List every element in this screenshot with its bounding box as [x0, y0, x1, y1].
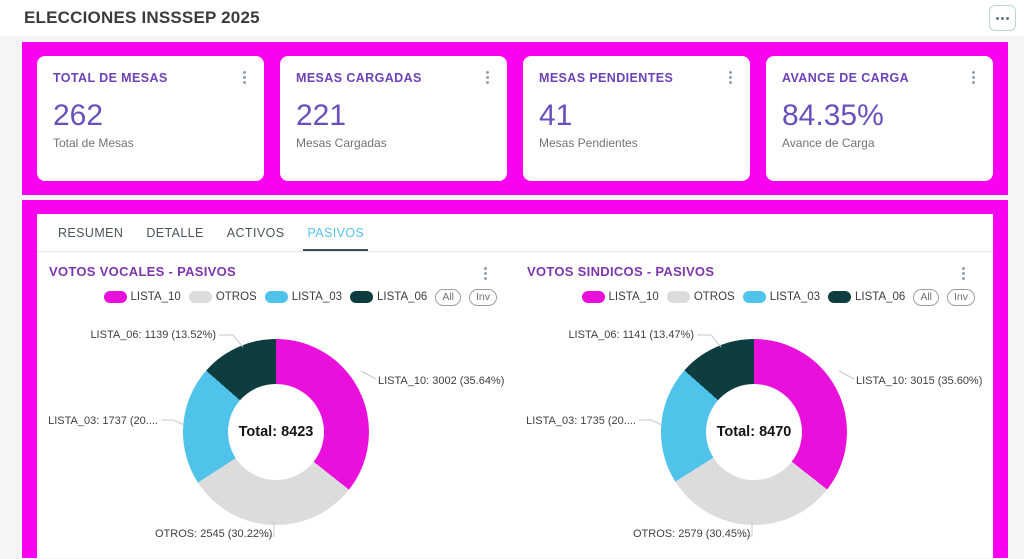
slice-label-lista10: LISTA_10: 3002 (35.64%)	[378, 375, 505, 387]
card-value: 221	[296, 99, 347, 132]
slice-label-otros: OTROS: 2545 (30.22%)	[155, 528, 273, 540]
card-subtitle: Avance de Carga	[782, 136, 875, 150]
slice-label-lista10: LISTA_10: 3015 (35.60%)	[856, 375, 983, 387]
slice-label-lista06: LISTA_06: 1141 (13.47%)	[568, 329, 694, 341]
legend-swatch	[264, 291, 288, 303]
legend-item-lista10[interactable]: LISTA_10	[103, 291, 181, 303]
legend-label: LISTA_03	[291, 291, 343, 303]
card-menu-button[interactable]	[722, 68, 738, 86]
slice-label-otros: OTROS: 2579 (30.45%)	[633, 528, 751, 540]
legend-item-otros[interactable]: OTROS	[188, 291, 257, 303]
legend-swatch	[666, 291, 690, 303]
legend-label: OTROS	[693, 291, 735, 303]
legend-item-lista06[interactable]: LISTA_06	[350, 291, 427, 303]
ellipsis-icon	[996, 16, 999, 20]
kebab-icon	[483, 266, 487, 270]
stat-card-total-mesas: TOTAL DE MESAS 262 Total de Mesas	[37, 56, 264, 181]
overflow-menu-button[interactable]	[989, 5, 1016, 31]
chart-votos-vocales: VOTOS VOCALES - PASIVOS LISTA_10 OTROS	[37, 252, 515, 558]
kebab-icon	[485, 70, 489, 74]
charts-section: RESUMEN DETALLE ACTIVOS PASIVOS VOTOS VO…	[22, 200, 1008, 558]
slice-label-lista06: LISTA_06: 1139 (13.52%)	[90, 329, 216, 341]
legend-label: LISTA_03	[769, 291, 821, 303]
legend-swatch	[103, 291, 127, 303]
card-title: MESAS PENDIENTES	[539, 71, 674, 85]
stat-card-avance-carga: AVANCE DE CARGA 84.35% Avance de Carga	[766, 56, 993, 181]
card-menu-button[interactable]	[965, 68, 981, 86]
legend-swatch	[188, 291, 212, 303]
donut-plot: Total: 8423 LISTA_10: 3002 (35.64%) OTRO…	[37, 309, 515, 558]
legend-item-lista03[interactable]: LISTA_03	[264, 291, 343, 303]
charts-panel: RESUMEN DETALLE ACTIVOS PASIVOS VOTOS VO…	[37, 214, 993, 558]
legend-item-otros[interactable]: OTROS	[666, 291, 735, 303]
card-subtitle: Total de Mesas	[53, 136, 134, 150]
card-title: AVANCE DE CARGA	[782, 71, 910, 85]
legend-inv-button[interactable]: Inv	[468, 288, 497, 306]
chart-menu-button[interactable]	[477, 264, 493, 282]
donut-total-label: Total: 8470	[716, 424, 792, 440]
card-value: 41	[539, 99, 573, 132]
slice-label-lista03: LISTA_03: 1737 (20....	[48, 415, 158, 427]
legend-inv-button[interactable]: Inv	[946, 288, 975, 306]
chart-votos-sindicos: VOTOS SINDICOS - PASIVOS LISTA_10 OTROS	[515, 252, 993, 558]
card-subtitle: Mesas Cargadas	[296, 136, 387, 150]
kebab-icon	[971, 70, 975, 74]
tab-bar: RESUMEN DETALLE ACTIVOS PASIVOS	[37, 214, 993, 252]
card-menu-button[interactable]	[236, 68, 252, 86]
legend-swatch	[350, 291, 374, 303]
tab-resumen[interactable]: RESUMEN	[58, 225, 124, 240]
top-header: ELECCIONES INSSSEP 2025	[0, 0, 1024, 36]
legend-label: LISTA_10	[608, 291, 659, 303]
legend-label: LISTA_10	[130, 291, 181, 303]
chart-menu-button[interactable]	[955, 264, 971, 282]
stat-card-mesas-cargadas: MESAS CARGADAS 221 Mesas Cargadas	[280, 56, 507, 181]
chart-title: VOTOS SINDICOS - PASIVOS	[527, 264, 715, 279]
label-connectors	[161, 334, 377, 537]
page-title: ELECCIONES INSSSEP 2025	[24, 8, 260, 27]
legend-swatch	[742, 291, 766, 303]
card-title: TOTAL DE MESAS	[53, 71, 168, 85]
card-menu-button[interactable]	[479, 68, 495, 86]
legend-item-lista03[interactable]: LISTA_03	[742, 291, 821, 303]
stat-cards-section: TOTAL DE MESAS 262 Total de Mesas MESAS …	[22, 42, 1008, 195]
card-value: 84.35%	[782, 99, 884, 132]
legend-label: OTROS	[215, 291, 257, 303]
kebab-icon	[728, 70, 732, 74]
stat-card-mesas-pendientes: MESAS PENDIENTES 41 Mesas Pendientes	[523, 56, 750, 181]
donut-plot: Total: 8470 LISTA_10: 3015 (35.60%) OTRO…	[515, 309, 993, 558]
card-value: 262	[53, 99, 104, 132]
kebab-icon	[242, 70, 246, 74]
donut-chart[interactable]	[661, 339, 847, 525]
legend-label: LISTA_06	[377, 291, 428, 303]
card-title: MESAS CARGADAS	[296, 71, 422, 85]
legend-swatch	[581, 291, 605, 303]
kebab-icon	[961, 266, 965, 270]
legend-item-lista10[interactable]: LISTA_10	[581, 291, 659, 303]
tab-activos[interactable]: ACTIVOS	[226, 225, 285, 240]
donut-total-label: Total: 8423	[238, 424, 314, 440]
card-subtitle: Mesas Pendientes	[539, 136, 638, 150]
legend-all-button[interactable]: All	[435, 288, 461, 306]
tab-detalle[interactable]: DETALLE	[146, 225, 204, 240]
legend-swatch	[828, 291, 852, 303]
chart-title: VOTOS VOCALES - PASIVOS	[49, 264, 237, 279]
chart-legend: LISTA_10 OTROS LISTA_03 LISTA_06 All	[515, 288, 993, 306]
legend-item-lista06[interactable]: LISTA_06	[828, 291, 905, 303]
tab-pasivos[interactable]: PASIVOS	[303, 214, 368, 251]
legend-all-button[interactable]: All	[913, 288, 939, 306]
label-connectors	[639, 334, 855, 537]
legend-label: LISTA_06	[855, 291, 906, 303]
slice-label-lista03: LISTA_03: 1735 (20....	[526, 415, 636, 427]
chart-legend: LISTA_10 OTROS LISTA_03 LISTA_06 All	[37, 288, 515, 306]
donut-chart[interactable]	[183, 339, 369, 525]
